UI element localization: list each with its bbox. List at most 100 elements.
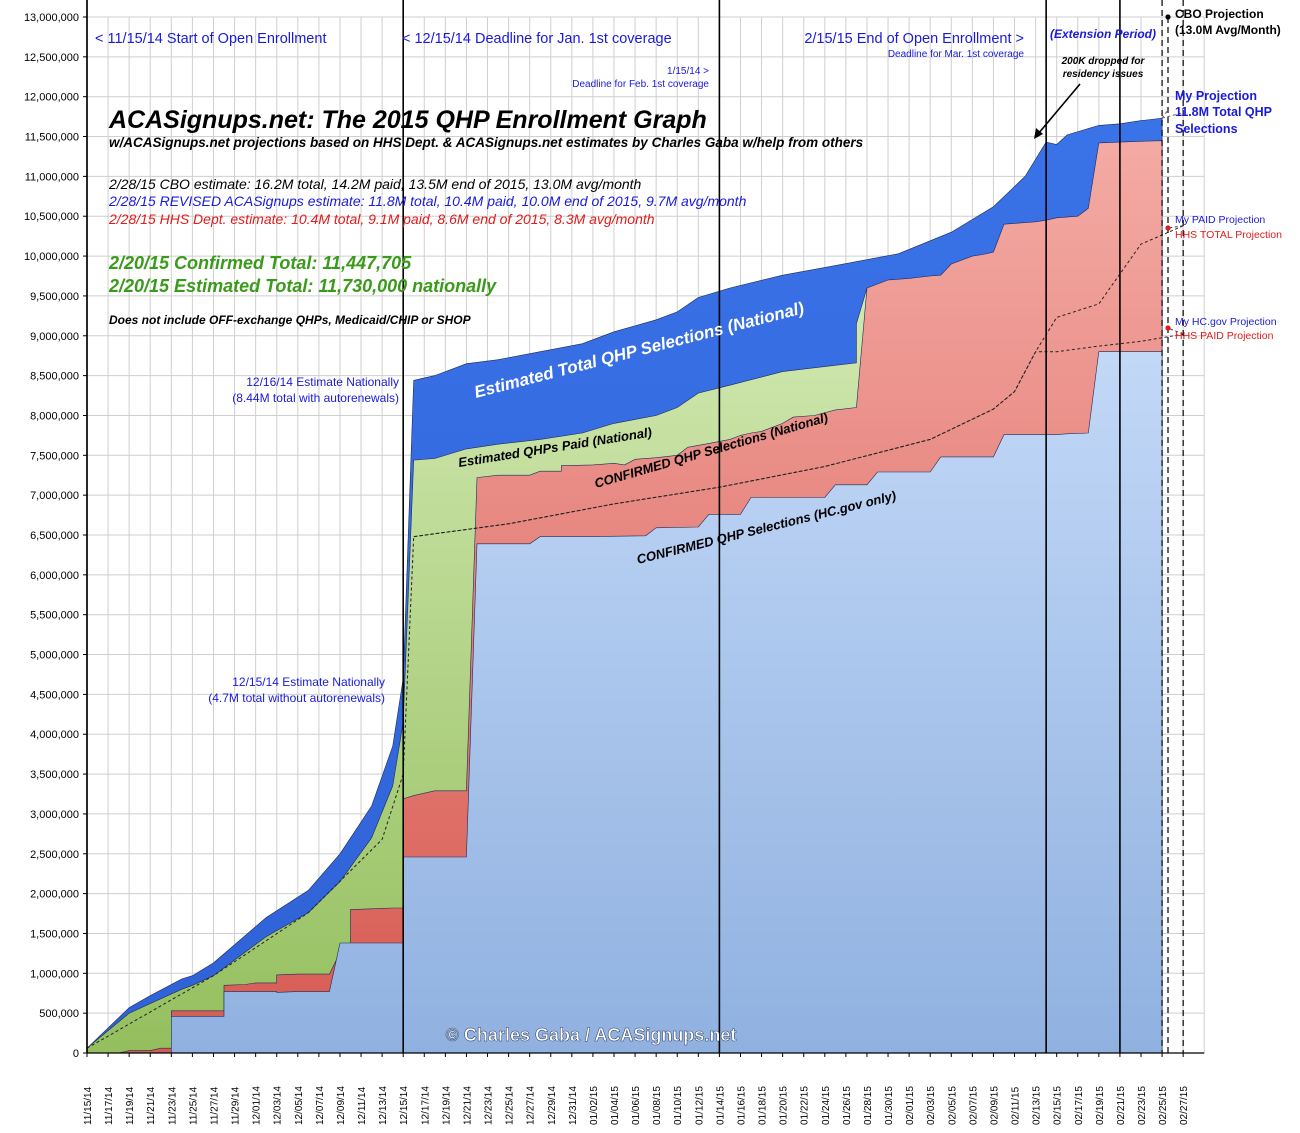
my-proj-line1: My Projection <box>1175 89 1257 103</box>
y-axis: 0 500,000 1,000,000 1,500,000 2,000,000 2,500… <box>24 0 88 1060</box>
x-tick-label: 12/17/14 <box>420 1086 431 1125</box>
mar-deadline-label: Deadline for Mar. 1st coverage <box>888 49 1025 60</box>
my-paid-legend: My PAID Projection <box>1175 214 1265 226</box>
y-tick-label: 9,000,000 <box>30 331 79 343</box>
y-tick-label: 4,000,000 <box>30 729 79 741</box>
y-tick-label: 10,500,000 <box>24 211 79 223</box>
x-tick-label: 02/03/15 <box>926 1086 937 1125</box>
projection-line <box>86 333 1184 1049</box>
dropped-line1: 200K dropped for <box>1061 56 1146 67</box>
x-tick-label: 12/21/14 <box>462 1086 473 1125</box>
y-tick-label: 0 <box>73 1048 79 1060</box>
dropped-arrowhead <box>1034 128 1043 139</box>
x-tick-label: 02/17/15 <box>1074 1086 1085 1125</box>
paid-marker <box>1165 225 1171 231</box>
y-tick-label: 8,000,000 <box>30 410 79 422</box>
my-proj-line2: 11.8M Total QHP <box>1175 105 1272 119</box>
x-tick-label: 12/09/14 <box>336 1086 347 1125</box>
dropped-arrow <box>1037 83 1081 135</box>
cbo-legend-line1: CBO Projection <box>1175 7 1264 21</box>
x-tick-label: 02/21/15 <box>1116 1086 1127 1125</box>
x-tick-label: 01/26/15 <box>842 1086 853 1125</box>
x-tick-label: 02/25/15 <box>1158 1086 1169 1125</box>
cbo-legend-line2: (13.0M Avg/Month) <box>1175 23 1281 37</box>
hhs-paid-legend: HHS PAID Projection <box>1175 330 1274 342</box>
y-tick-label: 6,000,000 <box>30 570 79 582</box>
copyright-text: © Charles Gaba / ACASignups.net <box>446 1025 737 1045</box>
start-enrollment-label: < 11/15/14 Start of Open Enrollment <box>95 31 326 47</box>
x-tick-label: 02/27/15 <box>1179 1086 1190 1125</box>
x-tick-label: 11/17/14 <box>104 1086 115 1125</box>
x-tick-label: 02/07/15 <box>968 1086 979 1125</box>
x-tick-label: 01/30/15 <box>884 1086 895 1125</box>
y-tick-label: 2,500,000 <box>30 849 79 861</box>
x-tick-label: 11/25/14 <box>188 1086 199 1125</box>
x-tick-label: 01/12/15 <box>694 1086 705 1125</box>
extension-period-label: (Extension Period) <box>1050 27 1156 41</box>
x-tick-label: 01/24/15 <box>821 1086 832 1125</box>
x-tick-label: 12/03/14 <box>273 1086 284 1125</box>
x-tick-label: 11/21/14 <box>146 1086 157 1125</box>
y-tick-label: 11,500,000 <box>25 132 79 144</box>
y-tick-label: 12,500,000 <box>24 52 79 64</box>
estimated-total: 2/20/15 Estimated Total: 11,730,000 nati… <box>108 276 497 296</box>
y-tick-label: 10,000,000 <box>24 251 79 263</box>
confirmed-total: 2/20/15 Confirmed Total: 11,447,705 <box>108 253 412 273</box>
y-tick-label: 3,500,000 <box>30 769 79 781</box>
y-tick-label: 12,000,000 <box>24 92 79 104</box>
est-1215-line1: 12/15/14 Estimate Nationally <box>232 675 385 689</box>
y-tick-label: 11,000,000 <box>25 171 79 183</box>
y-tick-label: 1,500,000 <box>30 928 79 940</box>
projection-line <box>1161 112 1184 119</box>
dropped-line2: residency issues <box>1063 69 1144 80</box>
x-tick-label: 12/05/14 <box>294 1086 305 1125</box>
disclaimer: Does not include OFF-exchange QHPs, Medi… <box>109 313 472 327</box>
x-tick-label: 01/08/15 <box>652 1086 663 1125</box>
x-tick-label: 01/22/15 <box>800 1086 811 1125</box>
x-tick-label: 02/09/15 <box>989 1086 1000 1125</box>
x-tick-label: 12/15/14 <box>399 1086 410 1125</box>
x-tick-label: 02/15/15 <box>1053 1086 1064 1125</box>
x-tick-label: 01/20/15 <box>779 1086 790 1125</box>
x-axis: 11/15/14 11/17/14 11/19/14 11/21/14 11/23/14… <box>83 1052 1205 1125</box>
hhs-estimate: 2/28/15 HHS Dept. estimate: 10.4M total,… <box>108 211 655 227</box>
est-1215-line2: (4.7M total without autorenewals) <box>208 691 385 705</box>
y-tick-label: 8,500,000 <box>30 371 79 383</box>
x-tick-label: 11/15/14 <box>83 1086 94 1125</box>
hhs-total-legend: HHS TOTAL Projection <box>1175 229 1282 241</box>
x-tick-label: 12/19/14 <box>441 1086 452 1125</box>
y-tick-label: 5,500,000 <box>30 610 79 622</box>
x-tick-label: 12/11/14 <box>357 1086 368 1125</box>
x-tick-label: 01/18/15 <box>758 1086 769 1125</box>
y-tick-label: 9,500,000 <box>30 291 79 303</box>
x-tick-label: 01/02/15 <box>589 1086 600 1125</box>
est-1216-line2: (8.44M total with autorenewals) <box>232 391 399 405</box>
x-tick-label: 11/23/14 <box>167 1086 178 1125</box>
x-tick-label: 11/29/14 <box>231 1086 242 1125</box>
x-tick-label: 02/11/15 <box>1011 1086 1022 1125</box>
x-tick-label: 12/31/14 <box>568 1086 579 1125</box>
x-tick-label: 02/19/15 <box>1095 1086 1106 1125</box>
x-tick-label: 12/13/14 <box>378 1086 389 1125</box>
y-tick-label: 7,500,000 <box>30 450 79 462</box>
revised-estimate: 2/28/15 REVISED ACASignups estimate: 11.… <box>108 193 747 209</box>
jan-deadline-label: < 12/15/14 Deadline for Jan. 1st coverag… <box>402 31 672 47</box>
x-tick-label: 01/04/15 <box>610 1086 621 1125</box>
y-tick-label: 2,000,000 <box>30 889 79 901</box>
y-tick-label: 3,000,000 <box>30 809 79 821</box>
hc-marker <box>1165 325 1171 331</box>
x-tick-label: 02/13/15 <box>1032 1086 1043 1125</box>
end-enrollment-label: 2/15/15 End of Open Enrollment > <box>804 31 1024 47</box>
x-tick-label: 01/10/15 <box>673 1086 684 1125</box>
area-series <box>86 117 1163 1054</box>
est-1216-line1: 12/16/14 Estimate Nationally <box>246 375 399 389</box>
area-confirmed-hc <box>87 351 1163 1054</box>
x-tick-label: 01/16/15 <box>737 1086 748 1125</box>
y-tick-label: 7,000,000 <box>30 490 79 502</box>
x-tick-label: 02/05/15 <box>947 1086 958 1125</box>
x-tick-label: 11/27/14 <box>210 1086 221 1125</box>
chart-title: ACASignups.net: The 2015 QHP Enrollment … <box>108 106 707 134</box>
projection-connector <box>1167 327 1184 335</box>
y-tick-label: 5,000,000 <box>30 650 79 662</box>
